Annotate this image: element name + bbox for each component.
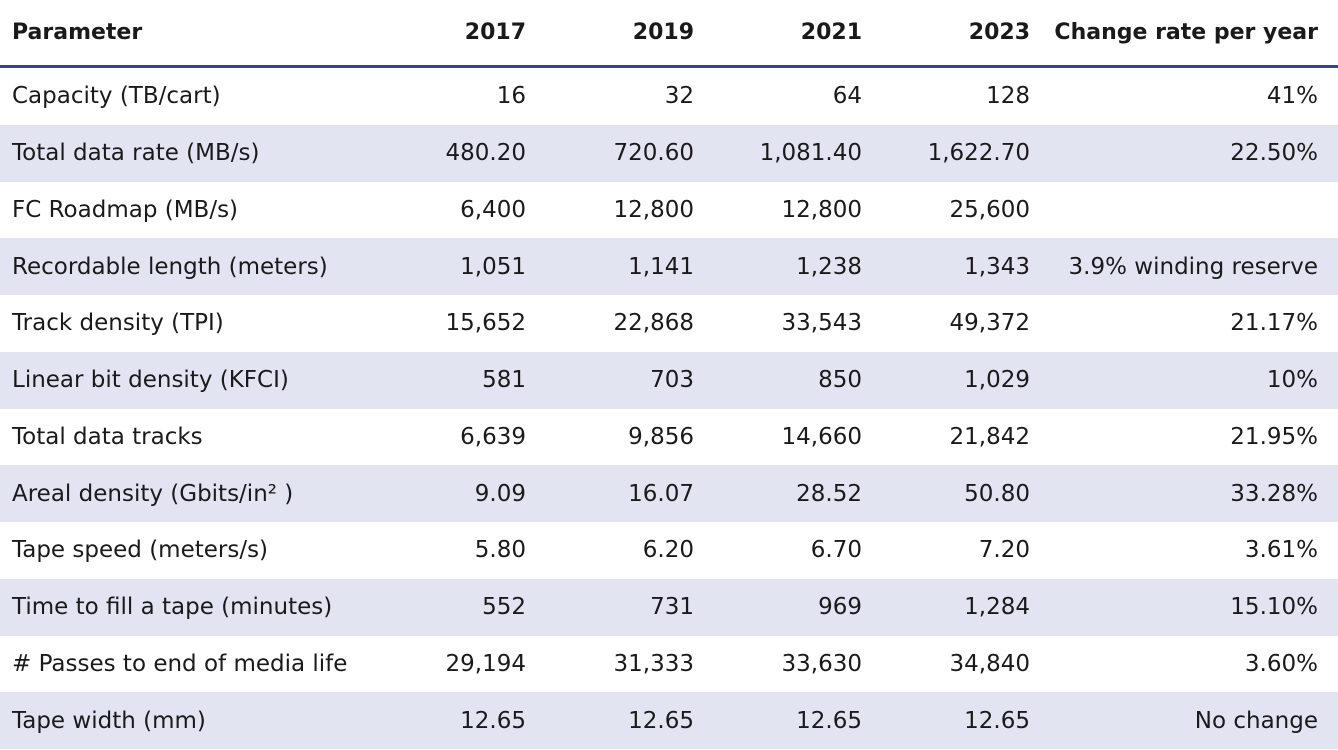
table-cell: 12.65: [628, 707, 694, 734]
row-label: Total data tracks: [12, 423, 203, 450]
table-cell: 480.20: [445, 140, 526, 167]
table-cell: 12.65: [796, 707, 862, 734]
table-cell: 128: [986, 83, 1030, 110]
table-cell: 64: [832, 83, 862, 110]
row-label: Capacity (TB/cart): [12, 83, 221, 110]
table-cell: 12.65: [460, 707, 526, 734]
table-cell: 6,400: [460, 196, 526, 223]
table-cell: 1,051: [460, 253, 526, 280]
table-cell: 703: [650, 367, 694, 394]
table-cell: No change: [1194, 707, 1318, 734]
table-cell: 3.61%: [1244, 537, 1318, 564]
table-cell: 9.09: [474, 480, 526, 507]
table-cell: 33,543: [781, 310, 862, 337]
table-cell: 12.65: [964, 707, 1030, 734]
row-label: Recordable length (meters): [12, 253, 328, 280]
header-2017: 2017: [464, 20, 526, 45]
table-cell: 1,081.40: [759, 140, 862, 167]
row-label: Linear bit density (KFCI): [12, 367, 289, 394]
header-change-rate: Change rate per year: [1054, 20, 1318, 45]
table-cell: 581: [482, 367, 526, 394]
table-cell: 14,660: [781, 423, 862, 450]
table-row: Time to fill a tape (minutes) 552 731 969 1,…: [0, 578, 1338, 636]
table-cell: 9,856: [628, 423, 694, 450]
table-cell: 6,639: [460, 423, 526, 450]
table-cell: 1,141: [628, 253, 694, 280]
table-cell: 22.50%: [1230, 140, 1318, 167]
header-2019: 2019: [632, 20, 694, 45]
row-label: # Passes to end of media life: [12, 650, 348, 677]
row-label: Areal density (Gbits/in² ): [12, 480, 294, 507]
table-cell: 32: [664, 83, 694, 110]
row-label: Time to fill a tape (minutes): [12, 594, 333, 621]
table-row: Linear bit density (KFCI) 581 703 850 1,029 1…: [0, 351, 1338, 409]
table-cell: 21,842: [949, 423, 1030, 450]
table-cell: 28.52: [796, 480, 862, 507]
table-cell: 25,600: [949, 196, 1030, 223]
table-cell: 969: [818, 594, 862, 621]
table-cell: 6.70: [810, 537, 862, 564]
table-row: Tape width (mm) 12.65 12.65 12.65 12.65 No ch…: [0, 692, 1338, 749]
table-cell: 10%: [1266, 367, 1318, 394]
table-cell: 7.20: [978, 537, 1030, 564]
row-label: Tape width (mm): [12, 707, 206, 734]
table-cell: 1,029: [964, 367, 1030, 394]
table-cell: 29,194: [445, 650, 526, 677]
table-cell: 15.10%: [1230, 594, 1318, 621]
table-row: Tape speed (meters/s) 5.80 6.20 6.70 7.20 3.6…: [0, 522, 1338, 579]
table-cell: 33,630: [781, 650, 862, 677]
row-label: Track density (TPI): [12, 310, 224, 337]
table-cell: 1,343: [964, 253, 1030, 280]
table-cell: 3.9% winding reserve: [1068, 253, 1318, 280]
table-cell: 731: [650, 594, 694, 621]
table-cell: 50.80: [964, 480, 1030, 507]
table-cell: 1,622.70: [927, 140, 1030, 167]
table-row: # Passes to end of media life 29,194 31,33…: [0, 636, 1338, 693]
table-row: Total data rate (MB/s) 480.20 720.60 1,081.…: [0, 124, 1338, 182]
table-row: Total data tracks 6,639 9,856 14,660 21,842 2…: [0, 409, 1338, 466]
table-cell: 21.17%: [1230, 310, 1318, 337]
table-cell: 720.60: [613, 140, 694, 167]
table-cell: 12,800: [613, 196, 694, 223]
table-cell: 12,800: [781, 196, 862, 223]
table-cell: 1,284: [964, 594, 1030, 621]
table-cell: 34,840: [949, 650, 1030, 677]
table-cell: 5.80: [474, 537, 526, 564]
table-cell: 3.60%: [1244, 650, 1318, 677]
table-row: Recordable length (meters) 1,051 1,141 1,23…: [0, 238, 1338, 295]
table-cell: 16.07: [628, 480, 694, 507]
table-row: Areal density (Gbits/in² ) 9.09 16.07 28.52…: [0, 465, 1338, 522]
table-row: FC Roadmap (MB/s) 6,400 12,800 12,800 25,600: [0, 182, 1338, 239]
table-cell: [1040, 182, 1318, 239]
table-cell: 22,868: [613, 310, 694, 337]
row-label: Total data rate (MB/s): [12, 140, 260, 167]
table-cell: 15,652: [445, 310, 526, 337]
row-label: Tape speed (meters/s): [12, 537, 269, 564]
header-2023: 2023: [968, 20, 1030, 45]
table-cell: 41%: [1266, 83, 1318, 110]
table-row: Track density (TPI) 15,652 22,868 33,543 49,…: [0, 295, 1338, 352]
table-cell: 552: [482, 594, 526, 621]
table-cell: 33.28%: [1230, 480, 1318, 507]
table-cell: 6.20: [642, 537, 694, 564]
header-parameter: Parameter: [12, 20, 143, 45]
row-label: FC Roadmap (MB/s): [12, 196, 239, 223]
table-cell: 49,372: [949, 310, 1030, 337]
table-cell: 16: [496, 83, 526, 110]
table-cell: 21.95%: [1230, 423, 1318, 450]
table-cell: 31,333: [613, 650, 694, 677]
table-row: Capacity (TB/cart) 16 32 64 128 41%: [0, 68, 1338, 125]
table-cell: 1,238: [796, 253, 862, 280]
table-cell: 850: [818, 367, 862, 394]
header-2021: 2021: [800, 20, 862, 45]
table-body: Capacity (TB/cart) 16 32 64 128 41% Total data…: [0, 68, 1338, 749]
table-header-row: Parameter 2017 2019 2021 2023 Change rat…: [0, 0, 1338, 68]
